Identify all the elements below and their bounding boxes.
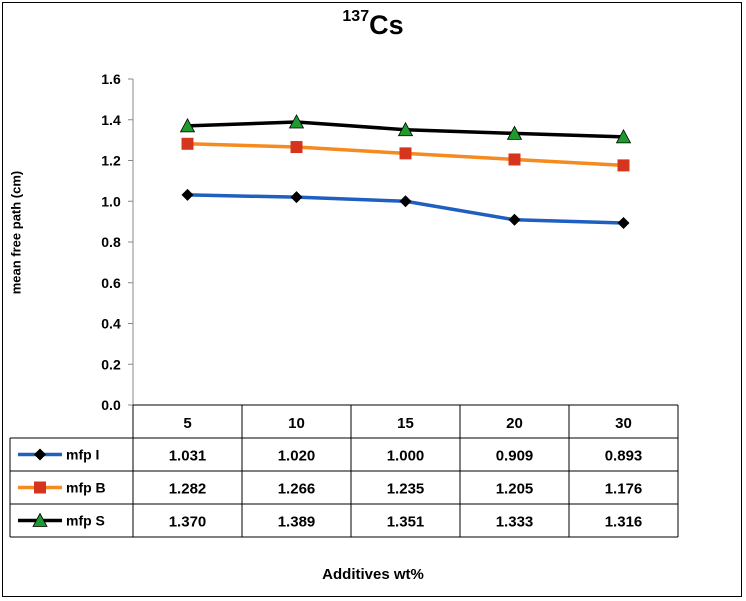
table-value: 1.389 xyxy=(278,514,316,531)
legend-label: mfp S xyxy=(66,513,105,529)
y-tick-label: 0.2 xyxy=(101,356,121,372)
chart-title: 137Cs xyxy=(0,8,746,41)
table-value: 1.176 xyxy=(605,481,643,498)
y-tick-label: 1.6 xyxy=(101,71,121,87)
table-value: 1.235 xyxy=(387,481,425,498)
x-tick-label: 15 xyxy=(397,415,414,432)
data-point xyxy=(508,153,521,166)
data-point xyxy=(179,118,196,133)
data-point xyxy=(181,137,194,150)
table-value: 1.333 xyxy=(496,514,534,531)
data-point xyxy=(288,114,305,129)
data-point xyxy=(181,188,194,201)
table-value: 1.020 xyxy=(278,448,316,465)
table-value: 1.000 xyxy=(387,448,425,465)
x-tick-label: 10 xyxy=(288,415,305,432)
table-value: 1.282 xyxy=(169,481,207,498)
title-main: Cs xyxy=(369,10,404,40)
table-value: 1.266 xyxy=(278,481,316,498)
legend-marker xyxy=(34,481,46,494)
data-point xyxy=(399,195,412,208)
y-tick-label: 0.0 xyxy=(101,397,121,413)
y-tick-label: 1.2 xyxy=(101,153,121,169)
y-tick-label: 1.4 xyxy=(101,112,121,128)
y-tick-label: 1.0 xyxy=(101,193,121,209)
table-value: 0.893 xyxy=(605,448,643,465)
table-value: 1.031 xyxy=(169,448,207,465)
legend-label: mfp B xyxy=(66,480,106,496)
data-point xyxy=(615,129,632,144)
data-point xyxy=(290,191,303,204)
table-value: 1.316 xyxy=(605,514,643,531)
title-superscript: 137 xyxy=(342,8,370,25)
data-point xyxy=(508,213,521,226)
legend-marker xyxy=(34,448,46,461)
x-tick-label: 5 xyxy=(183,415,191,432)
table-value: 1.370 xyxy=(169,514,207,531)
data-point xyxy=(290,141,303,154)
x-axis-label: Additives wt% xyxy=(322,566,424,583)
legend-marker xyxy=(32,512,48,527)
data-point xyxy=(617,217,630,230)
x-tick-label: 30 xyxy=(615,415,632,432)
table-value: 1.351 xyxy=(387,514,425,531)
table-value: 1.205 xyxy=(496,481,534,498)
data-point xyxy=(506,125,523,140)
y-tick-label: 0.4 xyxy=(101,316,121,332)
data-point xyxy=(397,121,414,137)
legend-label: mfp I xyxy=(66,447,99,463)
y-tick-label: 0.6 xyxy=(101,275,121,291)
x-tick-label: 20 xyxy=(506,415,523,432)
y-tick-label: 0.8 xyxy=(101,234,121,250)
data-point xyxy=(399,147,412,160)
data-point xyxy=(617,159,630,172)
table-value: 0.909 xyxy=(496,448,534,465)
